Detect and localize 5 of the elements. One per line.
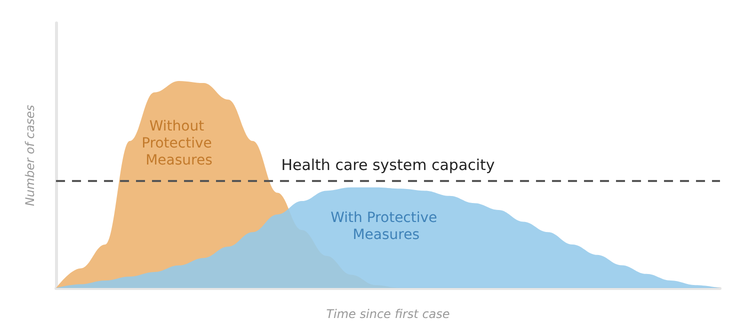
- series-label: With Protective Measures: [330, 210, 442, 244]
- x-axis-title: Time since first case: [326, 307, 450, 321]
- ref-line-label: Health care system capacity: [281, 156, 495, 174]
- y-axis-title: Number of cases: [23, 104, 37, 206]
- series-label: Without Protective Measures: [142, 118, 216, 169]
